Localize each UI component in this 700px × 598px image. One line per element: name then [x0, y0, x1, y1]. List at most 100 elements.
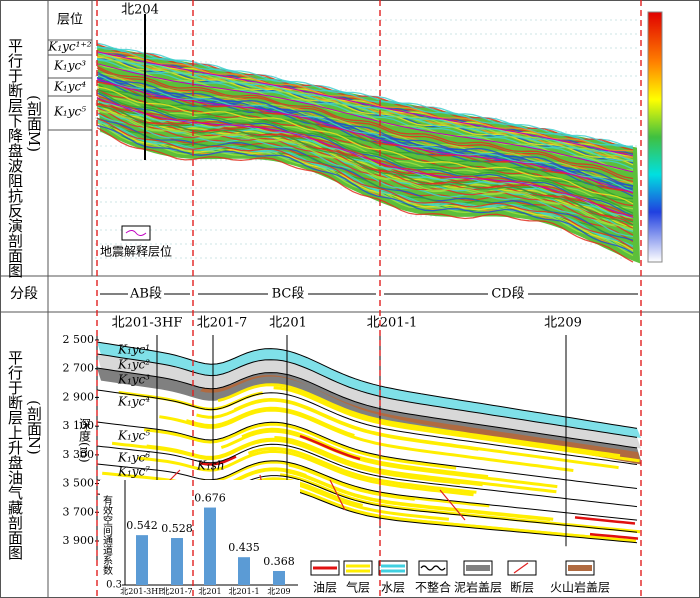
- seismic-reflector: [96, 90, 634, 214]
- well-label: 北204: [121, 3, 159, 18]
- value-label: 0.435: [228, 541, 260, 554]
- layer-label: K₁sh: [196, 459, 225, 473]
- legend-item: 不整合: [415, 560, 451, 595]
- well-label: 北201-1: [367, 316, 417, 331]
- seismic-reflector: [96, 86, 634, 205]
- gas-layer: [274, 436, 557, 494]
- y-tick-label: 0.3: [106, 580, 122, 591]
- gas-layer: [118, 390, 263, 411]
- legend-item: 水层: [378, 560, 408, 595]
- legend-item: 断层: [507, 560, 537, 595]
- seismic-reflector: [96, 72, 634, 185]
- label-bg: [128, 285, 164, 303]
- horizon: [96, 421, 638, 489]
- segment-label: AB段: [129, 287, 162, 302]
- horizon: [96, 367, 638, 449]
- gas-layer: [159, 408, 574, 472]
- legend-label: 气层: [346, 580, 370, 595]
- seismic-reflector: [96, 74, 634, 193]
- horizon: [96, 341, 638, 429]
- well-label: 北209: [544, 316, 582, 331]
- oil-layer: [589, 532, 639, 540]
- gas-layer: [288, 463, 415, 501]
- layer-band: [97, 354, 641, 449]
- seismic-reflector: [96, 46, 634, 149]
- layer-label: K₁yc³: [53, 59, 86, 73]
- horizon: [96, 51, 634, 157]
- well-label: 北201-3HF: [112, 316, 183, 331]
- layer-label: K₁yc¹⁺²: [47, 40, 91, 54]
- x-tick-label: 北201-7: [161, 587, 192, 596]
- gas-layer: [241, 427, 489, 479]
- legend-item: 油层: [310, 560, 340, 595]
- seismic-reflector: [96, 89, 634, 203]
- label-bg: [488, 285, 528, 303]
- legend-swatch: [420, 565, 446, 571]
- legend-swatch: [513, 562, 529, 574]
- layer-label: K₁yc⁷: [117, 465, 150, 479]
- x-tick-label: 北209: [267, 587, 290, 596]
- seismic-reflector: [96, 117, 634, 250]
- seismic-reflector: [96, 83, 634, 200]
- legend-label: 油层: [313, 581, 337, 595]
- layer-header: 层位: [57, 13, 83, 28]
- seismic-reflector: [96, 105, 634, 226]
- legend-item: 气层: [343, 560, 373, 595]
- seismic-reflector: [96, 59, 634, 170]
- seismic-reflector: [96, 51, 634, 162]
- value-label: 0.528: [161, 522, 193, 535]
- legend-swatch: [125, 230, 147, 236]
- horizon: [96, 443, 638, 508]
- legend-label: 断层: [510, 580, 534, 595]
- bar: [273, 570, 285, 585]
- layer-label: K₁yc⁴: [117, 395, 150, 409]
- horizon: [96, 460, 638, 521]
- seismic-reflector: [96, 124, 634, 254]
- gas-layer: [137, 450, 474, 497]
- layer-label: K₁yc²: [117, 358, 150, 372]
- gas-layer: [143, 422, 457, 470]
- seismic-reflector: [96, 107, 634, 236]
- gas-layer: [247, 446, 477, 494]
- oil-layer: [574, 516, 636, 525]
- seismic-reflector: [96, 127, 634, 263]
- gas-layer: [111, 438, 461, 485]
- value-label: 0.368: [263, 555, 295, 568]
- legend-swatch: [568, 565, 592, 571]
- bar: [171, 538, 183, 585]
- y-tick-label: 3 500: [63, 477, 95, 490]
- y-tick-label: 3 700: [63, 505, 95, 518]
- x-tick-label: 北201-1: [228, 587, 259, 596]
- bar: [136, 535, 148, 585]
- layer-column: [47, 0, 93, 277]
- seismic-reflector: [96, 55, 634, 159]
- layer-label: K₁yc³: [117, 373, 150, 387]
- fault: [439, 489, 466, 521]
- gas-layer: [196, 398, 479, 451]
- well-label: 北201: [269, 316, 307, 331]
- left-label: (剖面M): [25, 95, 43, 152]
- oil-layer: [299, 434, 361, 461]
- value-label: 0.542: [126, 519, 158, 532]
- oil-layer: [199, 455, 237, 466]
- well-label: 北201-7: [197, 316, 247, 331]
- legend-box: [343, 560, 373, 576]
- layer-band: [97, 342, 641, 438]
- left-label: 分段: [10, 286, 38, 302]
- seismic-reflector: [96, 62, 634, 171]
- layer-label: K₁yc¹: [117, 343, 150, 357]
- label-bg: [268, 285, 308, 303]
- gas-layer: [220, 429, 558, 489]
- x-tick-label: 北201-3HF: [120, 587, 164, 596]
- layer-label: K₁yc⁶: [117, 451, 150, 465]
- seismic-reflector: [96, 117, 634, 247]
- layer-label: K₁yc⁵: [53, 105, 86, 119]
- segment-label: CD段: [491, 287, 524, 302]
- gas-layer: [216, 468, 554, 521]
- horizon: [96, 389, 638, 465]
- axis-title: 有效空间通道系数: [101, 494, 113, 576]
- legend-item: 火山岩盖层: [550, 560, 610, 595]
- x-tick-label: 北201: [198, 587, 221, 596]
- gas-layer: [217, 383, 621, 458]
- y-tick-label: 2 700: [63, 362, 95, 375]
